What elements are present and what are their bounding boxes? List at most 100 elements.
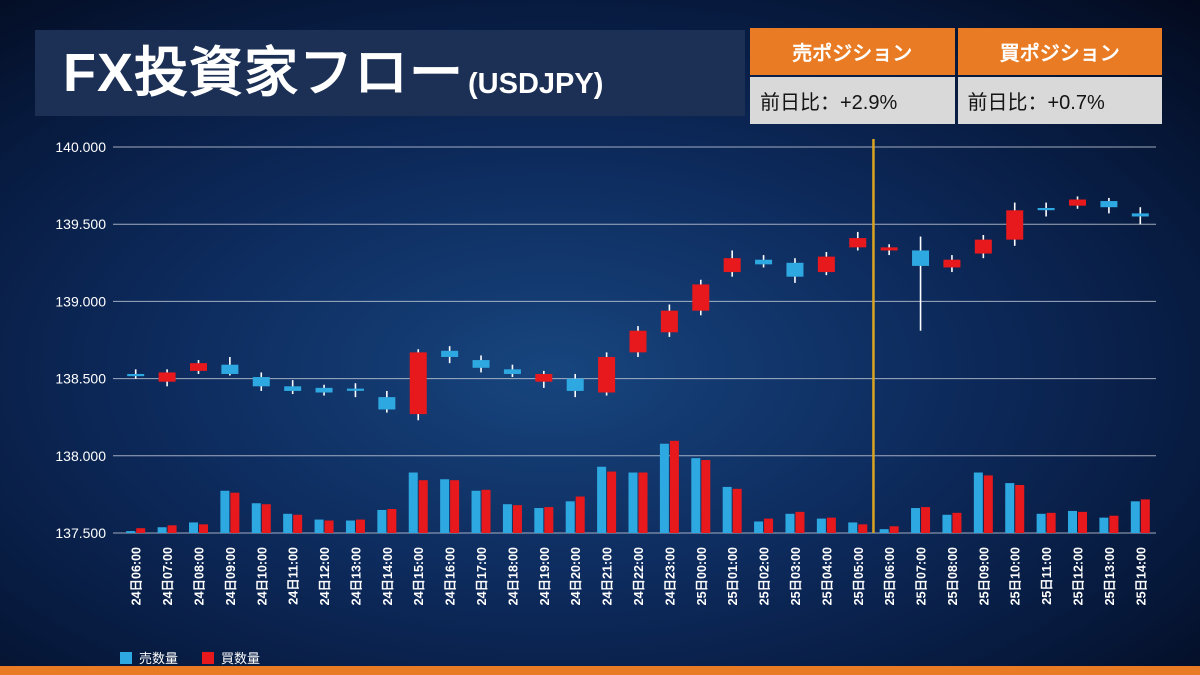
title-bar: FX投資家フロー (USDJPY): [35, 30, 745, 116]
volume-bar-sell: [220, 490, 230, 533]
volume-bar-buy: [293, 514, 303, 533]
volume-bar-buy: [638, 472, 648, 533]
volume-bar-sell: [345, 520, 355, 533]
candle-body: [1131, 213, 1149, 217]
candle-body: [1100, 201, 1118, 208]
volume-bar-sell: [879, 529, 889, 533]
x-axis-label: 24日16:00: [444, 547, 458, 605]
x-axis-label: 25日12:00: [1072, 547, 1086, 605]
x-axis-label: 25日04:00: [820, 547, 834, 605]
volume-bar-sell: [377, 509, 387, 533]
x-axis-label: 24日21:00: [601, 547, 615, 605]
volume-bar-sell: [785, 513, 795, 533]
y-axis-label: 137.500: [55, 525, 106, 541]
volume-bar-buy: [983, 475, 993, 533]
sell-position-table: 売ポジション 前日比：+2.9%: [750, 28, 955, 124]
volume-layer: [126, 440, 1150, 533]
volume-bar-sell: [691, 458, 701, 533]
volume-bar-sell: [188, 522, 198, 533]
volume-bar-sell: [628, 472, 638, 533]
candle-body: [315, 387, 333, 393]
volume-bar-buy: [512, 505, 522, 533]
legend-label-sell: 売数量: [139, 651, 179, 666]
x-axis-label: 25日00:00: [695, 547, 709, 605]
volume-bar-buy: [952, 512, 962, 533]
volume-bar-sell: [973, 472, 983, 533]
x-axis-label: 24日08:00: [192, 547, 206, 605]
candle-body: [441, 350, 459, 357]
candle-body: [629, 330, 647, 353]
y-axis-label: 139.000: [55, 293, 106, 309]
x-axis-label: 25日11:00: [1040, 547, 1054, 605]
candle-body: [974, 239, 992, 254]
volume-bar-sell: [1068, 510, 1078, 533]
volume-bar-buy: [167, 525, 177, 533]
volume-bar-sell: [314, 519, 324, 533]
buy-position-value: 前日比：+0.7%: [957, 77, 1162, 124]
y-axis-label: 140.000: [55, 139, 106, 155]
volume-bar-buy: [544, 507, 554, 533]
legend-item-sell: 売数量: [120, 648, 178, 667]
y-axis-label: 138.000: [55, 448, 106, 464]
volume-bar-buy: [230, 492, 240, 533]
candle-body: [912, 250, 930, 266]
candle-body: [755, 259, 773, 265]
x-axis-label: 24日07:00: [161, 547, 175, 605]
volume-bar-buy: [1140, 499, 1150, 533]
volume-bar-buy: [669, 440, 679, 533]
volume-bar-sell: [1036, 513, 1046, 533]
volume-bar-buy: [1078, 511, 1088, 533]
candle-body: [880, 247, 898, 251]
volume-bar-buy: [198, 524, 208, 533]
candle-body: [409, 352, 427, 415]
candle-body: [1006, 210, 1024, 240]
volume-bar-buy: [607, 471, 617, 533]
x-axis-label: 24日19:00: [538, 547, 552, 605]
x-axis-label: 25日05:00: [852, 547, 866, 605]
volume-bar-buy: [1046, 512, 1056, 533]
x-axis-label: 24日09:00: [224, 547, 238, 605]
buy-position-header: 買ポジション: [957, 28, 1162, 75]
x-axis-label: 24日14:00: [381, 547, 395, 605]
volume-bar-buy: [1015, 485, 1025, 533]
volume-bar-buy: [387, 509, 397, 533]
buy-position-table: 買ポジション 前日比：+0.7%: [957, 28, 1162, 124]
volume-bar-sell: [754, 521, 764, 533]
candle-body: [1037, 207, 1055, 211]
candle-body: [566, 378, 584, 391]
buy-volume-swatch: [202, 651, 215, 664]
volume-bar-sell: [251, 503, 261, 533]
y-axis-label: 138.500: [55, 371, 106, 387]
x-axis-label: 24日23:00: [663, 547, 677, 605]
candle-body: [472, 360, 490, 368]
volume-bar-buy: [701, 460, 711, 533]
x-axis-label: 24日20:00: [569, 547, 583, 605]
candle-body: [598, 356, 616, 393]
candle-body: [378, 397, 396, 410]
x-axis-label: 25日01:00: [726, 547, 740, 605]
candle-body: [692, 284, 710, 311]
volume-bar-buy: [136, 528, 146, 533]
volume-bar-buy: [324, 520, 334, 533]
candle-body: [158, 372, 176, 382]
candle-body: [1069, 199, 1087, 206]
x-axis-label: 25日03:00: [789, 547, 803, 605]
volume-bar-buy: [889, 526, 899, 533]
legend-item-buy: 買数量: [202, 648, 260, 667]
candle-body: [660, 310, 678, 333]
volume-bar-sell: [502, 504, 512, 533]
x-axis-label: 25日02:00: [758, 547, 772, 605]
x-axis-label: 25日06:00: [883, 547, 897, 605]
candle-body: [252, 377, 270, 387]
volume-bar-sell: [816, 518, 826, 533]
sell-position-header: 売ポジション: [750, 28, 955, 75]
bottom-accent-bar: [0, 666, 1200, 675]
x-axis-label: 24日18:00: [506, 547, 520, 605]
candle-body: [127, 373, 145, 377]
x-axis-label: 25日10:00: [1009, 547, 1023, 605]
x-axis-label: 25日07:00: [915, 547, 929, 605]
volume-bar-sell: [157, 527, 167, 533]
candles-layer: [127, 196, 1149, 421]
volume-bar-sell: [1099, 517, 1109, 533]
